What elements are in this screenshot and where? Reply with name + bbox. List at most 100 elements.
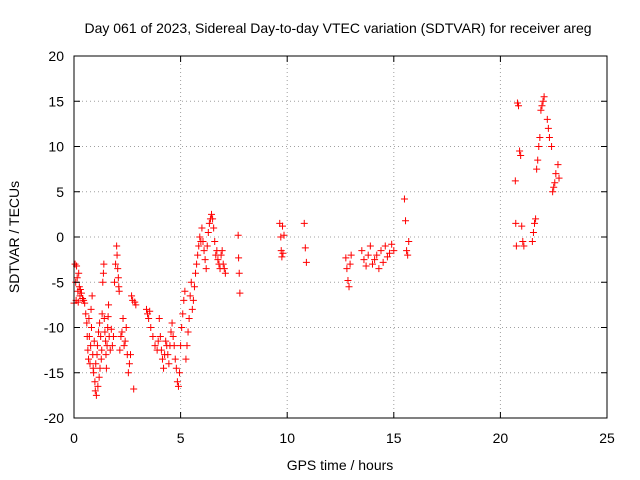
- data-point: [85, 314, 93, 322]
- data-point: [548, 143, 556, 150]
- data-point: [104, 313, 112, 321]
- data-point: [344, 276, 352, 284]
- data-point: [177, 342, 185, 350]
- data-point: [122, 324, 130, 331]
- data-point: [104, 324, 112, 331]
- data-point: [519, 238, 527, 246]
- data-point: [118, 328, 126, 336]
- data-point: [529, 228, 537, 236]
- data-point: [114, 265, 122, 273]
- data-point: [71, 260, 79, 268]
- data-point: [126, 351, 134, 359]
- chart-title: Day 061 of 2023, Sidereal Day-to-day VTE…: [84, 20, 591, 36]
- data-point: [366, 242, 374, 250]
- data-point: [536, 133, 544, 141]
- data-point: [149, 333, 157, 341]
- data-point: [278, 253, 286, 261]
- data-point: [93, 351, 101, 359]
- data-point: [186, 292, 194, 300]
- data-point: [279, 249, 287, 257]
- x-axis-label: GPS time / hours: [287, 457, 394, 473]
- data-point: [167, 328, 175, 336]
- data-point: [183, 342, 191, 350]
- data-point: [538, 102, 546, 110]
- data-point: [402, 217, 410, 225]
- data-point: [112, 260, 120, 268]
- data-point: [360, 256, 368, 264]
- data-point: [217, 251, 225, 259]
- data-point: [549, 188, 557, 196]
- data-point: [192, 269, 200, 277]
- data-point: [83, 319, 91, 327]
- data-point: [236, 289, 244, 297]
- x-tick-label: 0: [70, 430, 78, 446]
- data-point: [200, 247, 208, 255]
- data-point: [208, 210, 216, 218]
- data-point: [371, 256, 379, 264]
- data-point: [214, 256, 222, 264]
- data-point: [75, 269, 83, 277]
- data-point: [73, 274, 81, 282]
- data-point: [375, 265, 383, 273]
- data-point: [168, 319, 176, 327]
- data-point: [346, 260, 354, 268]
- data-point: [82, 310, 90, 318]
- data-point: [280, 231, 288, 239]
- data-point: [172, 364, 180, 372]
- data-point: [516, 147, 524, 155]
- y-tick-label: 5: [56, 184, 64, 200]
- data-point: [373, 251, 381, 259]
- data-point: [121, 337, 129, 345]
- data-point: [555, 174, 563, 182]
- y-tick-label: -20: [44, 410, 64, 426]
- y-tick-label: -15: [44, 365, 64, 381]
- data-point: [113, 251, 121, 259]
- data-point: [512, 219, 520, 227]
- data-point: [145, 314, 153, 322]
- grid-lines: [74, 56, 607, 418]
- data-point: [381, 242, 389, 250]
- data-point: [169, 333, 177, 341]
- data-point: [184, 328, 192, 336]
- data-point: [302, 258, 310, 266]
- data-point: [130, 385, 138, 393]
- y-tick-label: 20: [48, 48, 64, 64]
- data-point: [99, 278, 107, 286]
- data-point: [512, 242, 520, 250]
- data-point: [102, 351, 110, 359]
- data-point: [87, 342, 95, 350]
- data-point: [147, 324, 155, 331]
- data-point: [81, 299, 89, 307]
- data-point: [114, 274, 122, 282]
- data-point: [181, 287, 189, 295]
- data-point: [108, 342, 116, 350]
- data-point: [277, 233, 285, 241]
- data-point: [377, 247, 385, 255]
- data-point: [96, 319, 104, 327]
- data-point: [196, 233, 204, 241]
- y-tick-label: -5: [52, 274, 65, 290]
- data-point: [517, 152, 525, 160]
- data-point: [156, 333, 164, 341]
- data-point: [119, 314, 127, 322]
- data-point: [218, 247, 226, 255]
- data-point: [301, 244, 309, 252]
- data-point: [79, 295, 87, 303]
- y-tick-label: 10: [48, 139, 64, 155]
- data-point: [545, 133, 553, 141]
- data-point: [535, 143, 543, 150]
- data-point: [195, 242, 203, 250]
- data-point: [180, 296, 188, 304]
- data-point: [90, 337, 98, 345]
- data-point: [128, 292, 136, 300]
- data-point: [87, 305, 95, 313]
- data-point: [531, 219, 539, 227]
- data-point: [511, 177, 519, 185]
- data-point: [210, 224, 218, 232]
- data-point: [234, 231, 242, 239]
- data-point: [235, 254, 243, 262]
- data-point: [102, 337, 110, 345]
- y-axis-label: SDTVAR / TECUs: [6, 181, 22, 293]
- data-point: [76, 285, 84, 293]
